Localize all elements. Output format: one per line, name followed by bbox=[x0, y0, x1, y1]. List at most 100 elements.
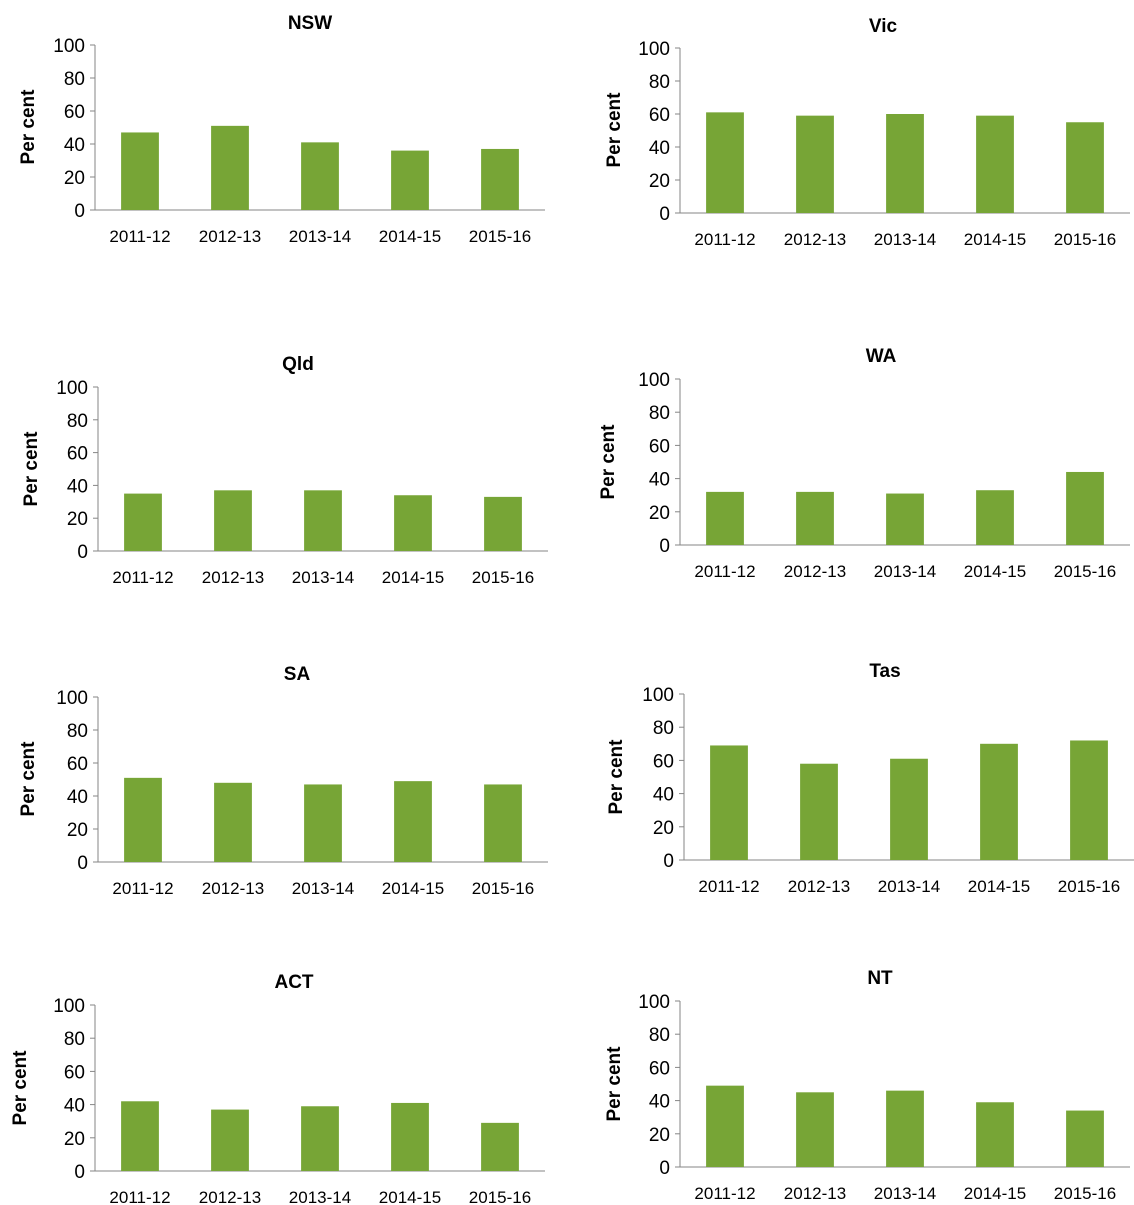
bar bbox=[706, 112, 744, 213]
panel-title: NT bbox=[867, 968, 893, 989]
y-tick-label: 80 bbox=[67, 721, 88, 742]
y-tick-label: 0 bbox=[77, 542, 88, 563]
x-tick-label: 2014-15 bbox=[964, 562, 1026, 581]
y-tick-label: 20 bbox=[64, 1129, 85, 1150]
x-tick-label: 2014-15 bbox=[964, 1184, 1026, 1203]
y-axis-label: Per cent bbox=[18, 741, 39, 817]
y-tick-label: 100 bbox=[53, 996, 85, 1017]
x-tick-label: 2015-16 bbox=[1058, 877, 1120, 896]
bar bbox=[886, 1090, 924, 1167]
bar bbox=[796, 1092, 834, 1167]
bar bbox=[301, 142, 339, 210]
y-tick-label: 80 bbox=[653, 718, 674, 739]
chart-panel-tas: Tas Per cent 0 20 40 60 80 100 2011-12 2012-13 201… bbox=[606, 661, 1134, 896]
y-tick-label: 100 bbox=[638, 39, 670, 60]
x-tick-label: 2014-15 bbox=[382, 568, 444, 587]
bar bbox=[121, 132, 159, 210]
bar bbox=[394, 495, 432, 551]
bar bbox=[710, 745, 748, 860]
chart-panel-wa: WA Per cent 0 20 40 60 80 100 2011-12 2012-13 2013… bbox=[598, 346, 1130, 581]
bar bbox=[394, 781, 432, 862]
bar bbox=[391, 1102, 429, 1171]
y-axis-label: Per cent bbox=[604, 92, 625, 168]
x-tick-label: 2012-13 bbox=[788, 877, 850, 896]
x-tick-label: 2011-12 bbox=[694, 562, 755, 581]
y-tick-label: 40 bbox=[64, 1096, 85, 1117]
panel-title: SA bbox=[284, 664, 311, 685]
y-tick-label: 100 bbox=[642, 685, 674, 706]
chart-panel-nt: NT Per cent 0 20 40 60 80 100 2011-12 2012-13 2013… bbox=[604, 968, 1130, 1203]
y-tick-label: 20 bbox=[67, 820, 88, 841]
y-tick-label: 80 bbox=[64, 69, 85, 90]
y-tick-label: 0 bbox=[74, 201, 85, 222]
bar bbox=[481, 1122, 519, 1171]
x-tick-label: 2011-12 bbox=[694, 230, 755, 249]
y-tick-label: 20 bbox=[67, 509, 88, 530]
y-tick-label: 40 bbox=[64, 135, 85, 156]
bar bbox=[980, 743, 1018, 860]
x-tick-label: 2014-15 bbox=[379, 227, 441, 246]
y-tick-label: 0 bbox=[659, 536, 670, 557]
y-tick-label: 60 bbox=[64, 102, 85, 123]
x-tick-label: 2015-16 bbox=[472, 879, 534, 898]
y-tick-label: 40 bbox=[649, 138, 670, 159]
x-tick-label: 2015-16 bbox=[469, 1188, 531, 1205]
x-tick-label: 2012-13 bbox=[202, 879, 264, 898]
panel-title: Qld bbox=[282, 354, 314, 375]
x-tick-label: 2012-13 bbox=[199, 227, 261, 246]
y-tick-label: 20 bbox=[649, 503, 670, 524]
y-tick-label: 60 bbox=[649, 105, 670, 126]
panel-title: WA bbox=[866, 346, 897, 367]
y-tick-label: 0 bbox=[663, 851, 674, 872]
chart-panel-nsw: NSW Per cent 0 20 40 60 80 100 2011-12 2012-13 201… bbox=[18, 13, 545, 246]
y-tick-label: 0 bbox=[74, 1162, 85, 1183]
bar bbox=[1066, 1110, 1104, 1167]
bar bbox=[391, 150, 429, 210]
x-tick-label: 2014-15 bbox=[964, 230, 1026, 249]
y-tick-label: 100 bbox=[53, 36, 85, 57]
bar bbox=[1066, 471, 1104, 545]
x-tick-label: 2011-12 bbox=[112, 879, 173, 898]
y-tick-label: 60 bbox=[649, 436, 670, 457]
panel-title: Vic bbox=[869, 16, 898, 37]
panel-title: ACT bbox=[274, 972, 313, 993]
y-tick-label: 100 bbox=[638, 370, 670, 391]
chart-panel-sa: SA Per cent 0 20 40 60 80 100 2011-12 2012-13 2013… bbox=[18, 664, 548, 898]
y-axis-label: Per cent bbox=[10, 1050, 31, 1126]
bar bbox=[1066, 122, 1104, 213]
y-axis-label: Per cent bbox=[604, 1046, 625, 1122]
y-tick-label: 60 bbox=[67, 754, 88, 775]
x-tick-label: 2013-14 bbox=[292, 879, 354, 898]
chart-panel-act: ACT Per cent 0 20 40 60 80 100 2011-12 2012-13 201… bbox=[10, 972, 545, 1205]
bar bbox=[886, 493, 924, 545]
x-tick-label: 2013-14 bbox=[289, 1188, 351, 1205]
panel-title: NSW bbox=[288, 13, 332, 34]
x-tick-label: 2013-14 bbox=[874, 562, 936, 581]
y-tick-label: 20 bbox=[649, 1125, 670, 1146]
y-tick-label: 0 bbox=[77, 853, 88, 874]
y-tick-label: 60 bbox=[653, 751, 674, 772]
y-tick-label: 100 bbox=[638, 992, 670, 1013]
y-tick-label: 0 bbox=[659, 204, 670, 225]
y-tick-label: 80 bbox=[649, 403, 670, 424]
x-tick-label: 2014-15 bbox=[379, 1188, 441, 1205]
bar bbox=[124, 493, 162, 551]
y-tick-label: 100 bbox=[56, 688, 88, 709]
x-tick-label: 2013-14 bbox=[292, 568, 354, 587]
y-tick-label: 100 bbox=[56, 378, 88, 399]
bar bbox=[890, 758, 928, 860]
bar bbox=[976, 490, 1014, 545]
bar bbox=[976, 1102, 1014, 1167]
y-tick-label: 80 bbox=[64, 1029, 85, 1050]
y-axis-label: Per cent bbox=[21, 431, 42, 507]
bar bbox=[706, 491, 744, 545]
x-tick-label: 2011-12 bbox=[109, 227, 170, 246]
bar bbox=[484, 784, 522, 862]
bar bbox=[796, 115, 834, 213]
y-tick-label: 0 bbox=[659, 1158, 670, 1179]
bar bbox=[211, 1109, 249, 1171]
y-tick-label: 20 bbox=[653, 818, 674, 839]
x-tick-label: 2011-12 bbox=[698, 877, 759, 896]
x-tick-label: 2015-16 bbox=[1054, 562, 1116, 581]
chart-panel-qld: Qld Per cent 0 20 40 60 80 100 2011-12 2012-13 201… bbox=[21, 354, 548, 587]
